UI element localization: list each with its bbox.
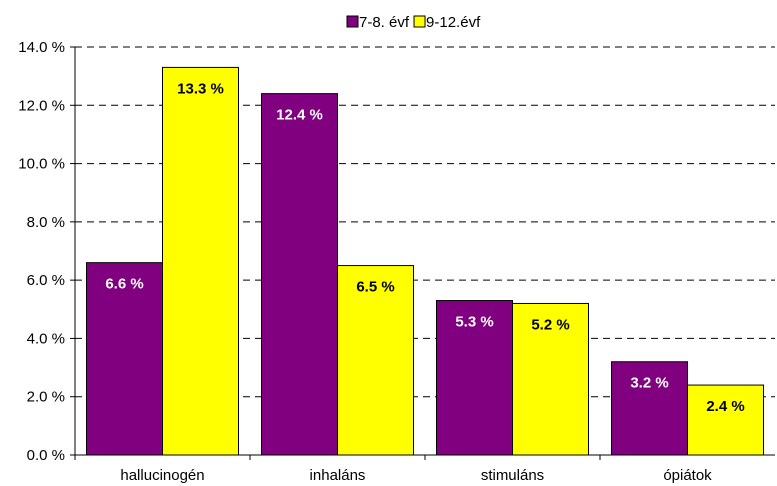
data-label: 5.3 % <box>455 314 493 331</box>
x-tick-label: inhaláns <box>310 467 366 484</box>
data-label: 5.2 % <box>531 316 569 333</box>
data-label: 2.4 % <box>706 398 744 415</box>
y-tick-label: 2.0 % <box>27 389 65 406</box>
legend-label: 7-8. évf <box>359 14 410 31</box>
legend-swatch <box>346 15 359 28</box>
y-tick-label: 12.0 % <box>18 97 65 114</box>
y-tick-label: 6.0 % <box>27 272 65 289</box>
y-tick-label: 14.0 % <box>18 39 65 56</box>
y-tick-label: 4.0 % <box>27 330 65 347</box>
bar <box>162 66 239 456</box>
y-tick-label: 0.0 % <box>27 447 65 464</box>
legend: 7-8. évf 9-12.évf <box>346 14 481 31</box>
y-tick-label: 10.0 % <box>18 156 65 173</box>
legend-swatch <box>413 15 426 28</box>
bar <box>436 300 513 456</box>
bar <box>512 302 589 456</box>
data-label: 12.4 % <box>276 107 323 124</box>
legend-label: 9-12.évf <box>426 14 481 31</box>
bars <box>86 66 764 456</box>
bar <box>337 265 414 456</box>
data-label: 6.5 % <box>356 279 394 296</box>
data-labels: 6.6 % 13.3 % 12.4 % 6.5 % 5.3 % 5.2 % 3.2 % 2.4… <box>105 80 744 415</box>
bar <box>261 93 338 456</box>
gridlines <box>75 46 775 398</box>
y-tick-label: 8.0 % <box>27 214 65 231</box>
x-tick-label: hallucinogén <box>120 467 204 484</box>
bar <box>687 384 764 456</box>
data-label: 6.6 % <box>105 276 143 293</box>
bar <box>611 361 688 456</box>
x-tick-label: stimuláns <box>481 467 544 484</box>
x-tick-labels: hallucinogén inhaláns stimuláns ópiátok <box>120 467 712 484</box>
y-tick-labels: 0.0 % 2.0 % 4.0 % 6.0 % 8.0 % 10.0 % 12.0 % 14.… <box>18 39 65 464</box>
axes <box>70 46 775 460</box>
data-label: 13.3 % <box>177 80 224 97</box>
x-tick-label: ópiátok <box>663 467 712 484</box>
data-label: 3.2 % <box>630 375 668 392</box>
bar <box>86 262 163 456</box>
